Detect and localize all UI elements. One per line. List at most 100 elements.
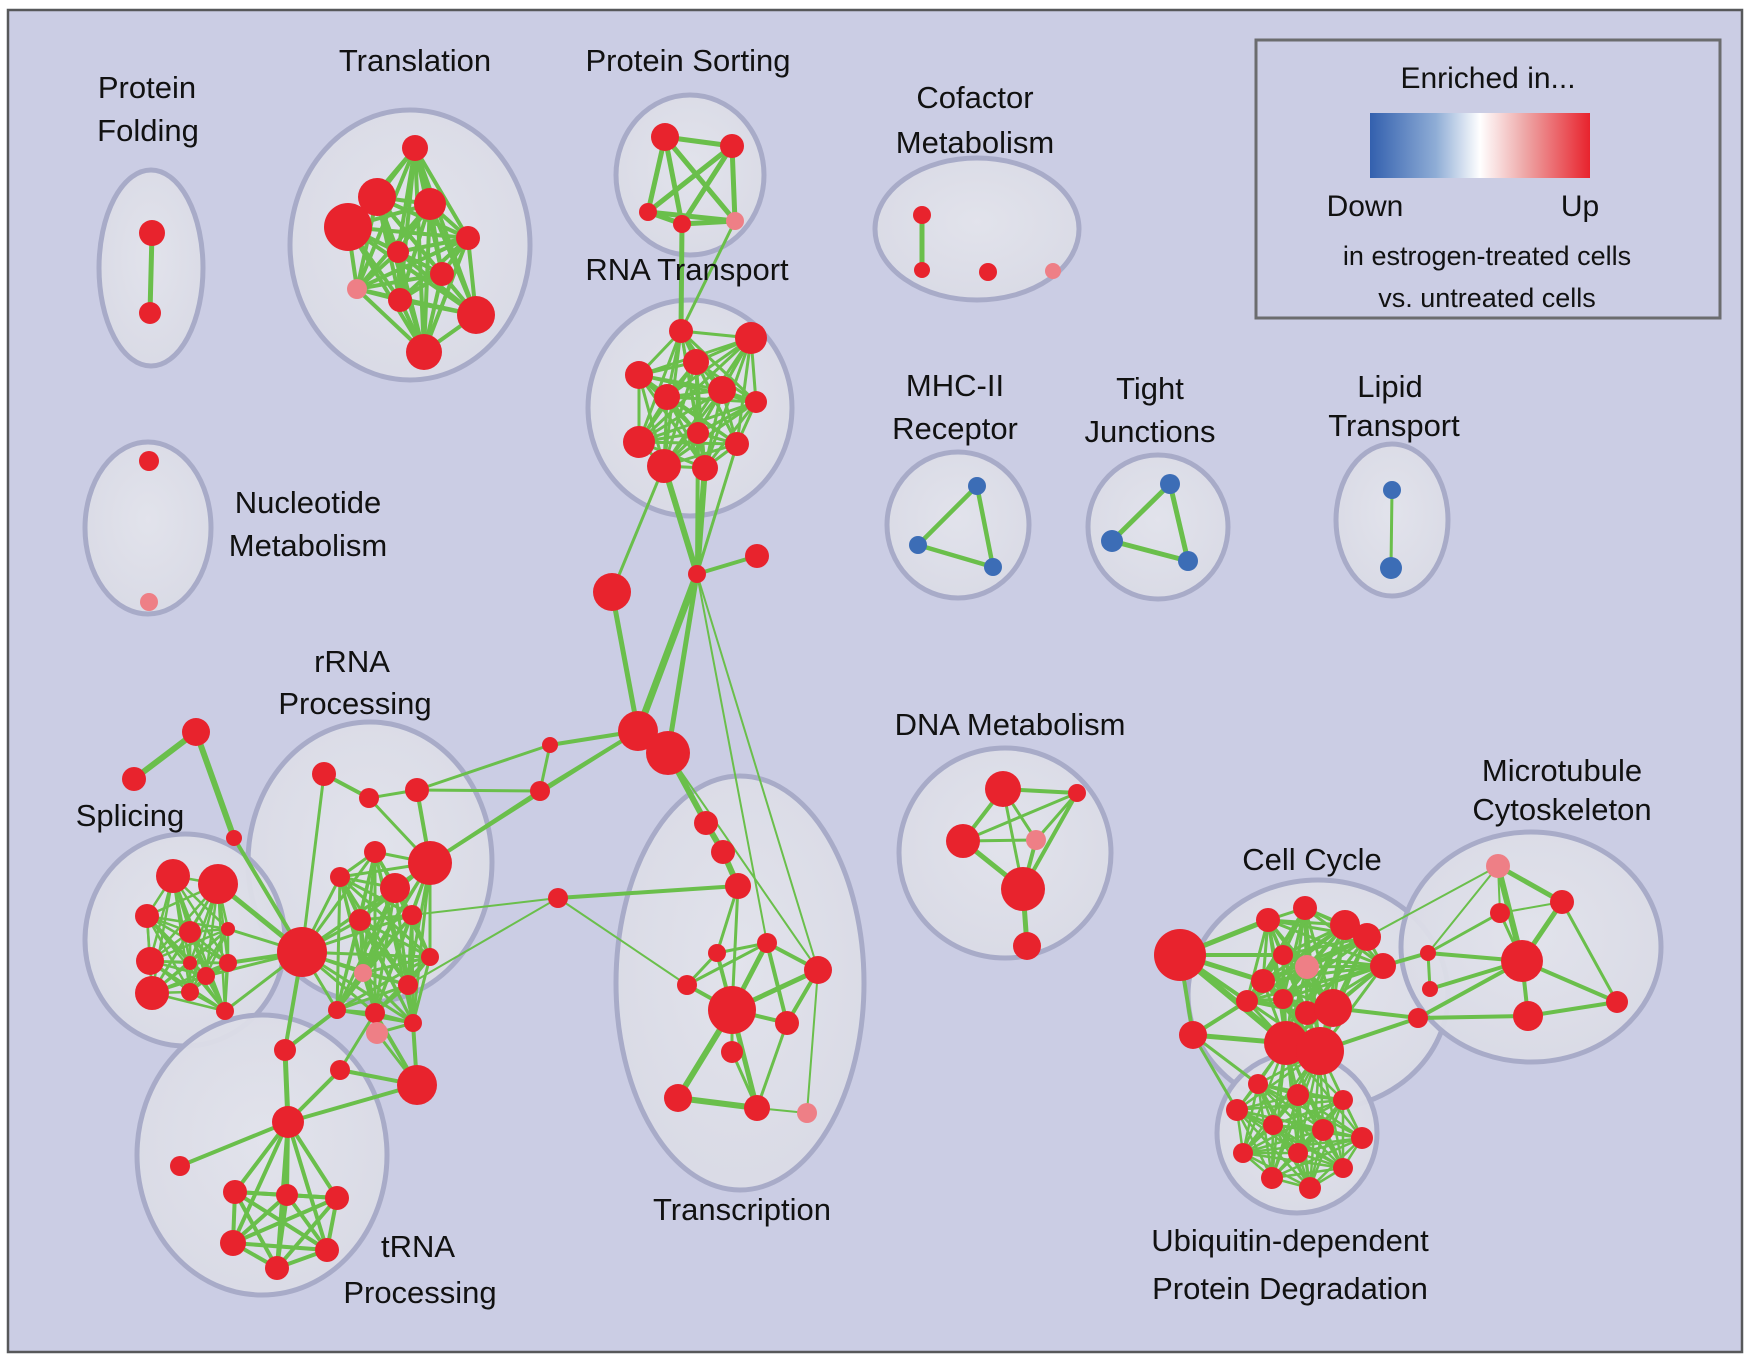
- gene-set-node: [183, 956, 197, 970]
- similarity-edge: [335, 918, 362, 1012]
- similarity-edge: [695, 431, 700, 576]
- similarity-edge: [188, 927, 230, 994]
- gene-set-node: [135, 976, 169, 1010]
- gene-set-node: [804, 956, 832, 984]
- gene-set-node: [1287, 1084, 1309, 1106]
- gene-set-node: [1154, 929, 1206, 981]
- gene-set-node: [1501, 940, 1543, 982]
- gene-set-node: [220, 1230, 246, 1256]
- gene-set-node: [1420, 945, 1436, 961]
- similarity-edge: [729, 143, 738, 224]
- cluster-label-tight-junctions: Tight: [1116, 371, 1184, 406]
- gene-set-node: [720, 134, 744, 158]
- gene-set-node: [1513, 1001, 1543, 1031]
- gene-set-node: [979, 263, 997, 281]
- cluster-label-lipid-transport: Lipid: [1357, 369, 1423, 404]
- gene-set-node: [593, 573, 631, 611]
- similarity-edge: [806, 969, 819, 1114]
- gene-set-node: [140, 593, 158, 611]
- gene-set-node: [1606, 991, 1628, 1013]
- gene-set-node: [1226, 1099, 1248, 1121]
- cluster-label-microtubule-cytoskeleton: Microtubule: [1482, 753, 1642, 788]
- similarity-edge: [915, 483, 980, 548]
- similarity-edge: [415, 743, 552, 792]
- similarity-edge: [1281, 935, 1369, 957]
- gene-set-node: [1288, 1143, 1308, 1163]
- similarity-edge: [645, 143, 735, 215]
- gene-set-node: [139, 302, 161, 324]
- gene-set-node: [1236, 990, 1258, 1012]
- gene-set-node: [272, 1106, 304, 1138]
- similarity-edge: [637, 400, 758, 444]
- similarity-edge: [662, 400, 758, 468]
- similarity-edge: [1191, 1033, 1239, 1112]
- gene-set-node: [347, 279, 367, 299]
- cluster-ellipse-transcription: [613, 773, 867, 1193]
- cluster-ellipse-protein-sorting: [613, 92, 767, 258]
- similarity-edge: [1389, 488, 1394, 570]
- similarity-edge: [765, 941, 789, 1025]
- gene-set-node: [398, 975, 418, 995]
- similarity-edge: [609, 589, 641, 734]
- similarity-edge: [1308, 1098, 1345, 1190]
- similarity-edge: [1426, 911, 1502, 955]
- similarity-edge: [1256, 1082, 1325, 1132]
- similarity-edge: [662, 134, 685, 227]
- gene-set-node: [1490, 903, 1510, 923]
- cluster-label-trna-processing: tRNA: [381, 1229, 455, 1264]
- gene-set-node: [135, 904, 159, 928]
- similarity-edge: [678, 221, 685, 334]
- similarity-edge: [694, 360, 739, 446]
- gene-set-node: [985, 771, 1021, 807]
- gene-set-node: [1045, 263, 1061, 279]
- similarity-edge: [300, 772, 326, 954]
- gene-set-node: [725, 873, 751, 899]
- similarity-edge: [148, 927, 230, 963]
- similarity-edge: [1034, 791, 1079, 842]
- similarity-edge: [557, 897, 688, 986]
- similarity-edge: [275, 1196, 339, 1270]
- gene-set-node: [968, 477, 986, 495]
- cluster-label-nucleotide-metabolism: Metabolism: [229, 528, 388, 563]
- cluster-ellipse-nucleotide-metabolism: [82, 439, 214, 617]
- cluster-ellipse-cofactor-metabolism: [872, 155, 1082, 303]
- cluster-label-ubiquitin-degradation: Ubiquitin-dependent: [1151, 1223, 1429, 1258]
- gene-set-node: [651, 123, 679, 151]
- similarity-edge: [335, 955, 432, 1012]
- cluster-label-trna-processing: Processing: [343, 1275, 496, 1310]
- gene-set-node: [406, 334, 442, 370]
- gene-set-node: [226, 830, 242, 846]
- gene-set-node: [328, 1001, 346, 1019]
- similarity-edge: [703, 336, 753, 470]
- gene-set-node: [735, 322, 767, 354]
- cluster-label-rrna-processing: Processing: [278, 686, 431, 721]
- similarity-edge: [665, 571, 700, 756]
- gene-set-node: [274, 1039, 296, 1061]
- similarity-edge: [373, 913, 414, 1015]
- gene-set-node: [312, 762, 336, 786]
- gene-set-node: [276, 1184, 298, 1206]
- gene-set-node: [708, 376, 736, 404]
- gene-set-node: [1256, 908, 1280, 932]
- gene-set-node: [364, 841, 386, 863]
- similarity-edge: [411, 955, 432, 1025]
- gene-set-node: [1422, 981, 1438, 997]
- gene-set-node: [182, 718, 210, 746]
- gene-set-node: [745, 544, 769, 568]
- similarity-edge: [696, 573, 768, 944]
- gene-set-node: [1001, 867, 1045, 911]
- similarity-edge: [1235, 1108, 1274, 1180]
- similarity-edge: [286, 1083, 419, 1124]
- gene-set-node: [380, 873, 410, 903]
- gene-set-node: [358, 178, 396, 216]
- gene-set-node: [408, 841, 452, 885]
- gene-set-node: [1068, 784, 1086, 802]
- similarity-edge: [694, 360, 707, 470]
- gene-set-node: [325, 1186, 349, 1210]
- cluster-label-tight-junctions: Junctions: [1085, 414, 1216, 449]
- gene-set-node: [349, 909, 371, 931]
- similarity-edge: [637, 440, 739, 446]
- similarity-edge: [665, 395, 758, 404]
- gene-set-node: [639, 203, 657, 221]
- cluster-ellipse-tight-junctions: [1085, 452, 1231, 602]
